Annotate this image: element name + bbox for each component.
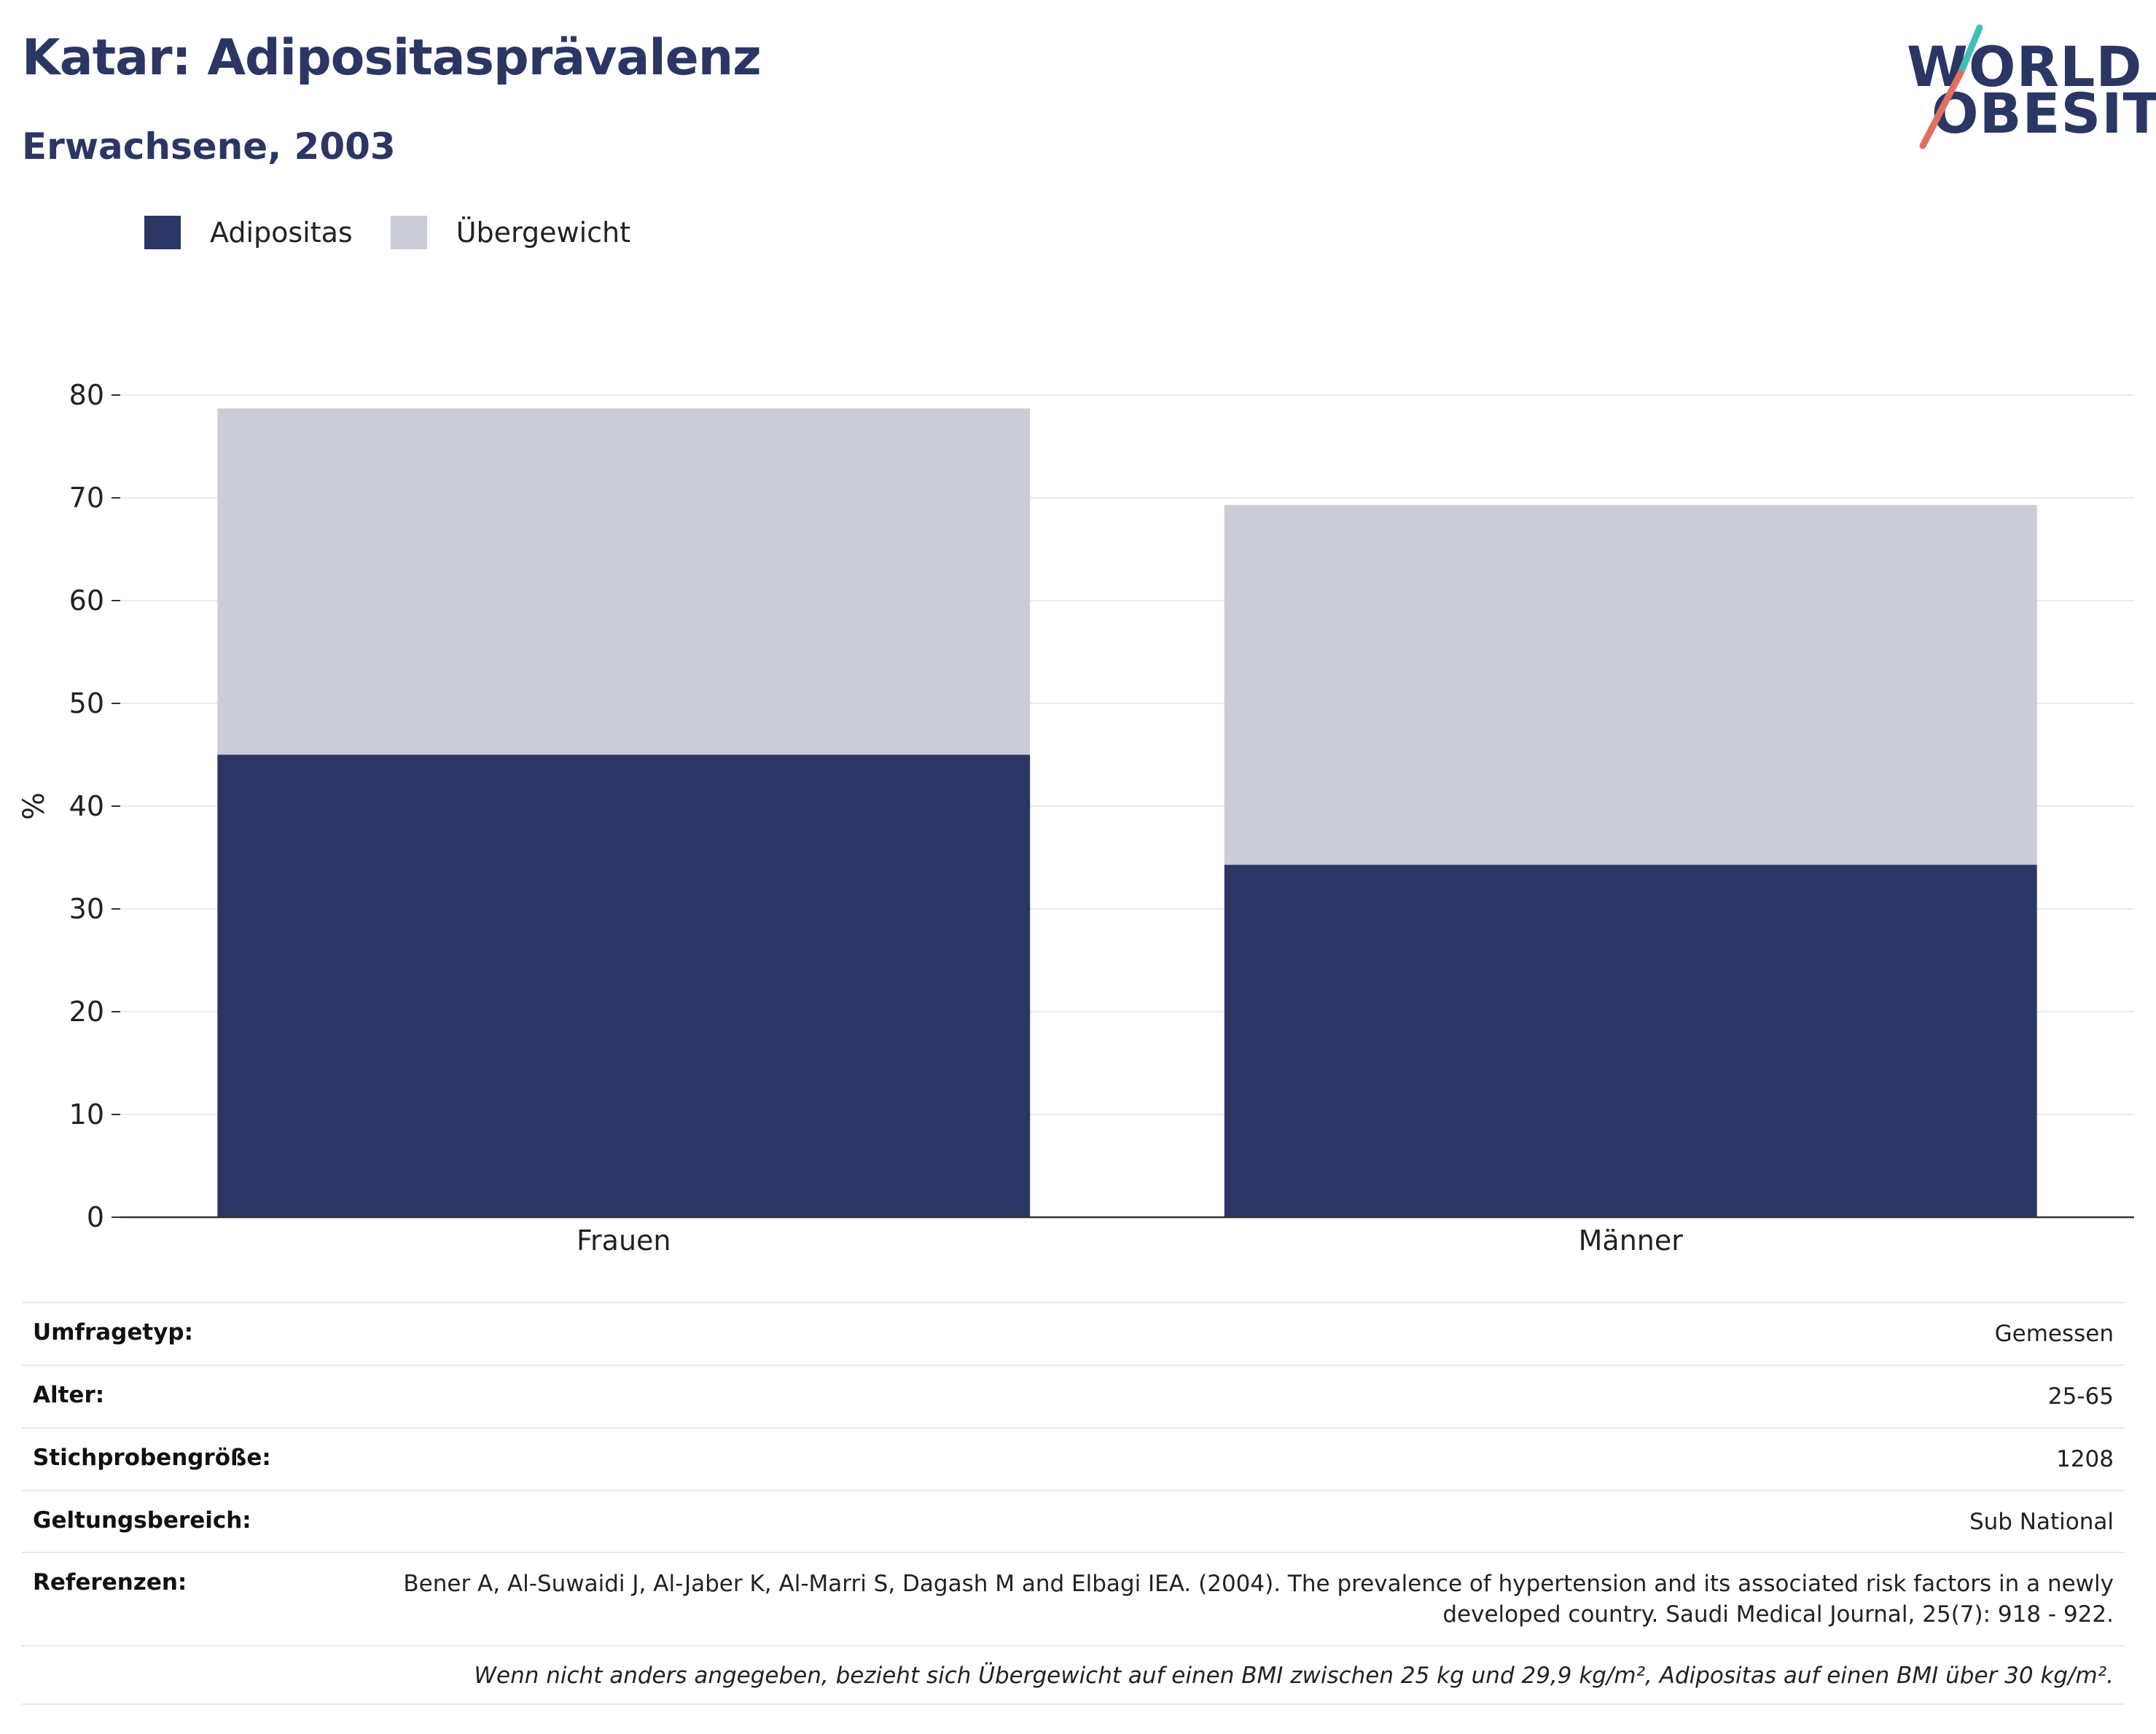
legend-swatch-adipositas <box>144 216 181 249</box>
info-key: Alter: <box>33 1381 105 1408</box>
bar-uebergewicht-0 <box>217 408 1031 755</box>
y-axis-label: % <box>17 792 51 820</box>
bar-adipositas-1 <box>1224 864 2037 1217</box>
bmi-definition-note: Wenn nicht anders angegeben, bezieht sic… <box>22 1645 2125 1706</box>
logo-text-obesity: OBESITY <box>1932 81 2156 146</box>
y-tick-label: 30 <box>69 893 104 925</box>
info-row-umfragetyp: Umfragetyp: Gemessen <box>22 1302 2125 1364</box>
info-row-geltungsbereich: Geltungsbereich: Sub National <box>22 1489 2125 1553</box>
y-tick-label: 70 <box>69 482 104 514</box>
y-axis-ticks: 0 10 20 30 40 50 60 70 80 <box>69 379 120 1233</box>
bar-adipositas-0 <box>217 754 1031 1217</box>
y-tick-label: 10 <box>69 1098 104 1130</box>
legend-item-uebergewicht: Übergewicht <box>390 216 630 249</box>
info-key: Stichprobengröße: <box>33 1444 271 1471</box>
y-tick-label: 0 <box>87 1201 104 1233</box>
legend-label: Übergewicht <box>456 216 630 249</box>
world-obesity-logo: WORLD OBESITY <box>1901 22 2156 153</box>
chart-bars <box>217 408 2037 1217</box>
info-value: Gemessen <box>1994 1321 2114 1347</box>
info-key: Umfragetyp: <box>33 1319 193 1346</box>
info-row-alter: Alter: 25-65 <box>22 1364 2125 1427</box>
legend-label: Adipositas <box>210 216 353 249</box>
info-row-referenzen: Referenzen: Bener A, Al-Suwaidi J, Al-Ja… <box>22 1552 2125 1645</box>
chart-subtitle: Erwachsene, 2003 <box>22 125 396 168</box>
y-tick-label: 60 <box>69 585 104 617</box>
x-axis-ticks: Frauen Männer <box>577 1225 1683 1257</box>
y-tick-label: 20 <box>69 996 104 1028</box>
y-tick-label: 40 <box>69 790 104 822</box>
info-value: Sub National <box>1969 1508 2114 1535</box>
logo-text-world: WORLD <box>1907 34 2143 99</box>
info-value: 1208 <box>2056 1445 2114 1472</box>
chart-title: Katar: Adipositasprävalenz <box>22 29 762 87</box>
survey-info-table: Umfragetyp: Gemessen Alter: 25-65 Stichp… <box>22 1302 2125 1706</box>
info-key: Geltungsbereich: <box>33 1507 251 1534</box>
legend-swatch-uebergewicht <box>390 216 427 249</box>
chart-legend: Adipositas Übergewicht <box>144 216 668 249</box>
y-tick-label: 50 <box>69 687 104 719</box>
logo-slash-icon <box>1919 24 1983 149</box>
info-value: Bener A, Al-Suwaidi J, Al-Jaber K, Al-Ma… <box>403 1571 2114 1628</box>
x-tick-label: Männer <box>1579 1225 1684 1257</box>
info-key: Referenzen: <box>33 1569 187 1596</box>
info-value: 25-65 <box>2047 1383 2114 1410</box>
stacked-bar-chart: 0 10 20 30 40 50 60 70 80 Frauen Männer % <box>17 379 2134 1257</box>
bar-uebergewicht-1 <box>1224 504 2037 865</box>
y-tick-label: 80 <box>69 379 104 411</box>
legend-item-adipositas: Adipositas <box>144 216 353 249</box>
info-row-stichprobengroesse: Stichprobengröße: 1208 <box>22 1426 2125 1490</box>
x-tick-label: Frauen <box>577 1225 671 1257</box>
